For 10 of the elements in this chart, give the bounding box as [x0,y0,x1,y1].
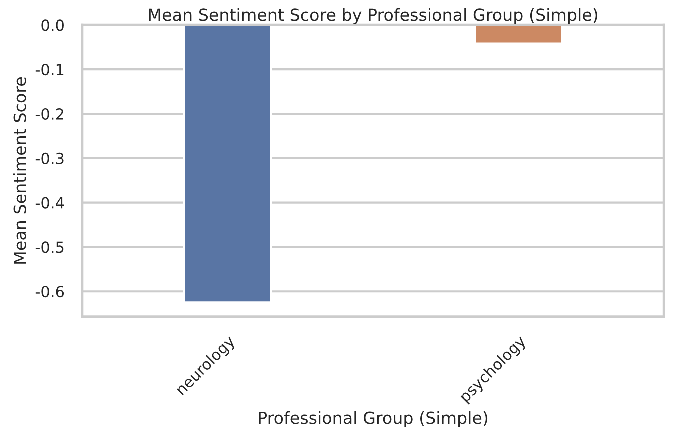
y-tick-label: -0.2 [36,108,64,120]
x-axis-title: Professional Group (Simple) [259,411,488,428]
y-tick-label: 0.0 [42,20,64,32]
y-tick-label: -0.4 [36,197,64,209]
y-tick-label: -0.6 [36,286,64,298]
y-tick-label: -0.3 [36,152,64,164]
y-tick-label: -0.1 [36,64,64,76]
y-tick-label: -0.5 [36,242,64,254]
y-axis-title: Mean Sentiment Score [13,78,26,264]
chart-title: Mean Sentiment Score by Professional Group (Simple) [149,8,598,24]
